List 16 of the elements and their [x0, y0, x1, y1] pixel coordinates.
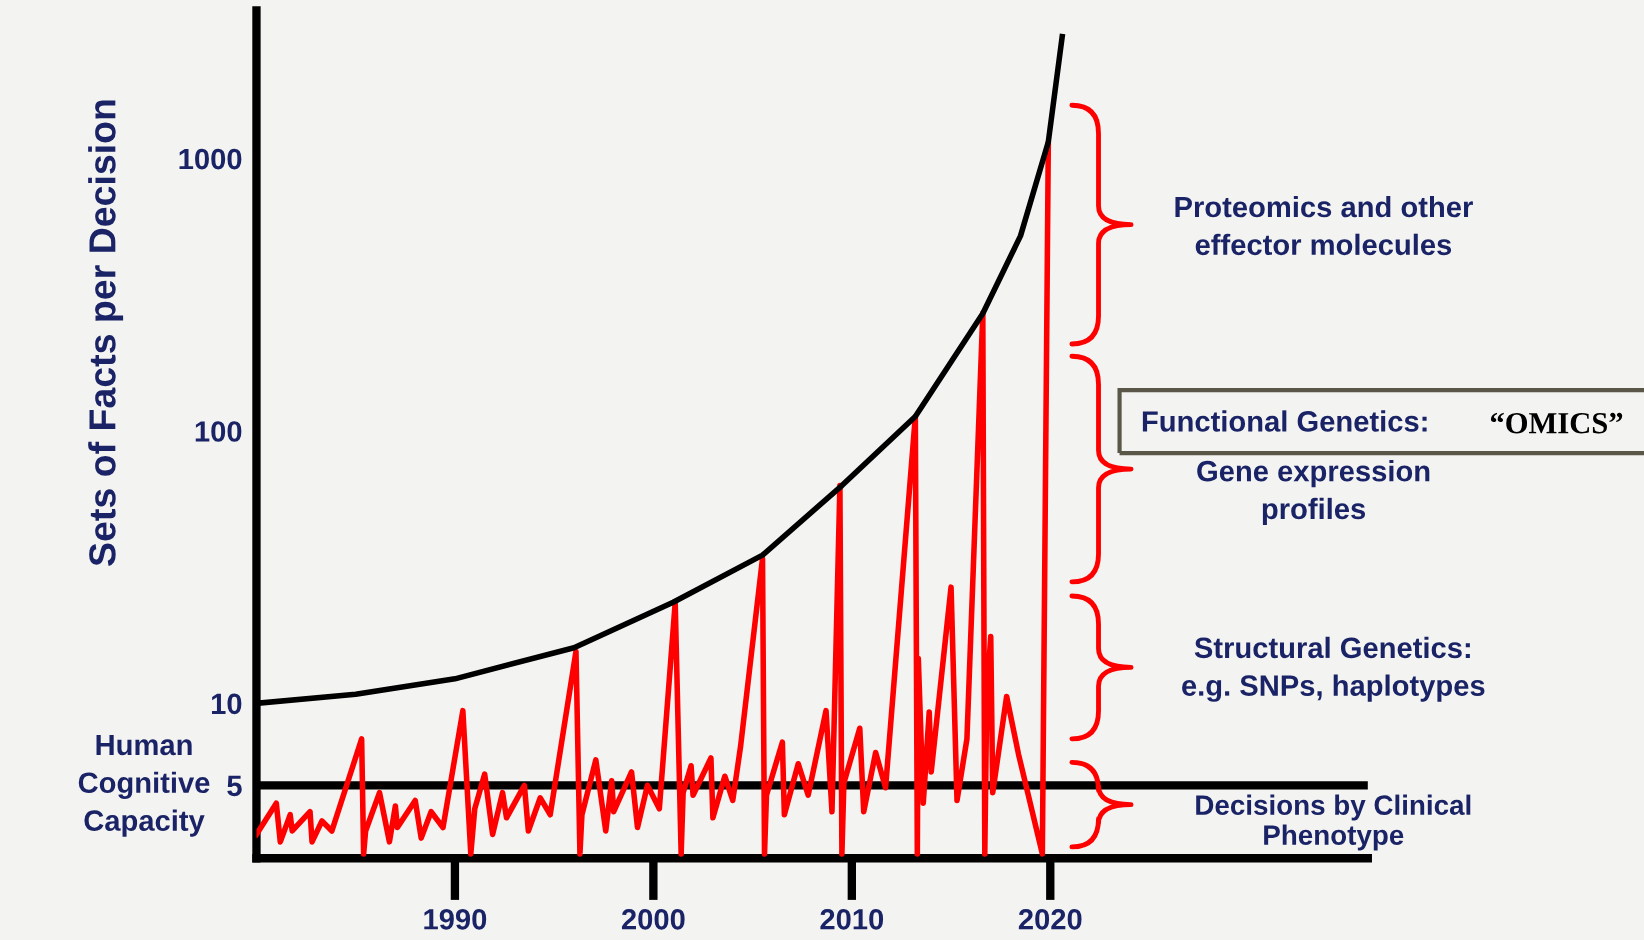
x-tick-label: 1990 — [424, 908, 487, 930]
annotation: Decisions by Clinical Phenotype — [1196, 794, 1471, 851]
x-tick-label: 2020 — [1018, 908, 1082, 930]
y-tick-label: 10 — [211, 693, 242, 715]
x-tick-label: 2000 — [621, 908, 685, 930]
x-tick-label: 2010 — [820, 908, 884, 930]
y-tick-label: 5 — [227, 775, 242, 797]
ref-line-label: Human Cognitive Capacity — [78, 734, 210, 837]
y-tick-label: 1000 — [179, 148, 242, 170]
annotation: Functional Genetics: — [1142, 410, 1427, 432]
text: “OMICS” — [1490, 412, 1623, 434]
annotation: Gene expression profiles — [1197, 460, 1430, 526]
annotation: Structural Genetics: e.g. SNPs, haplotypes — [1182, 636, 1485, 702]
annotation: Proteomics and other effector molecules — [1175, 195, 1473, 256]
y-tick-label: 100 — [195, 421, 242, 442]
y-axis-title: Sets of Facts per Decision — [88, 100, 124, 566]
